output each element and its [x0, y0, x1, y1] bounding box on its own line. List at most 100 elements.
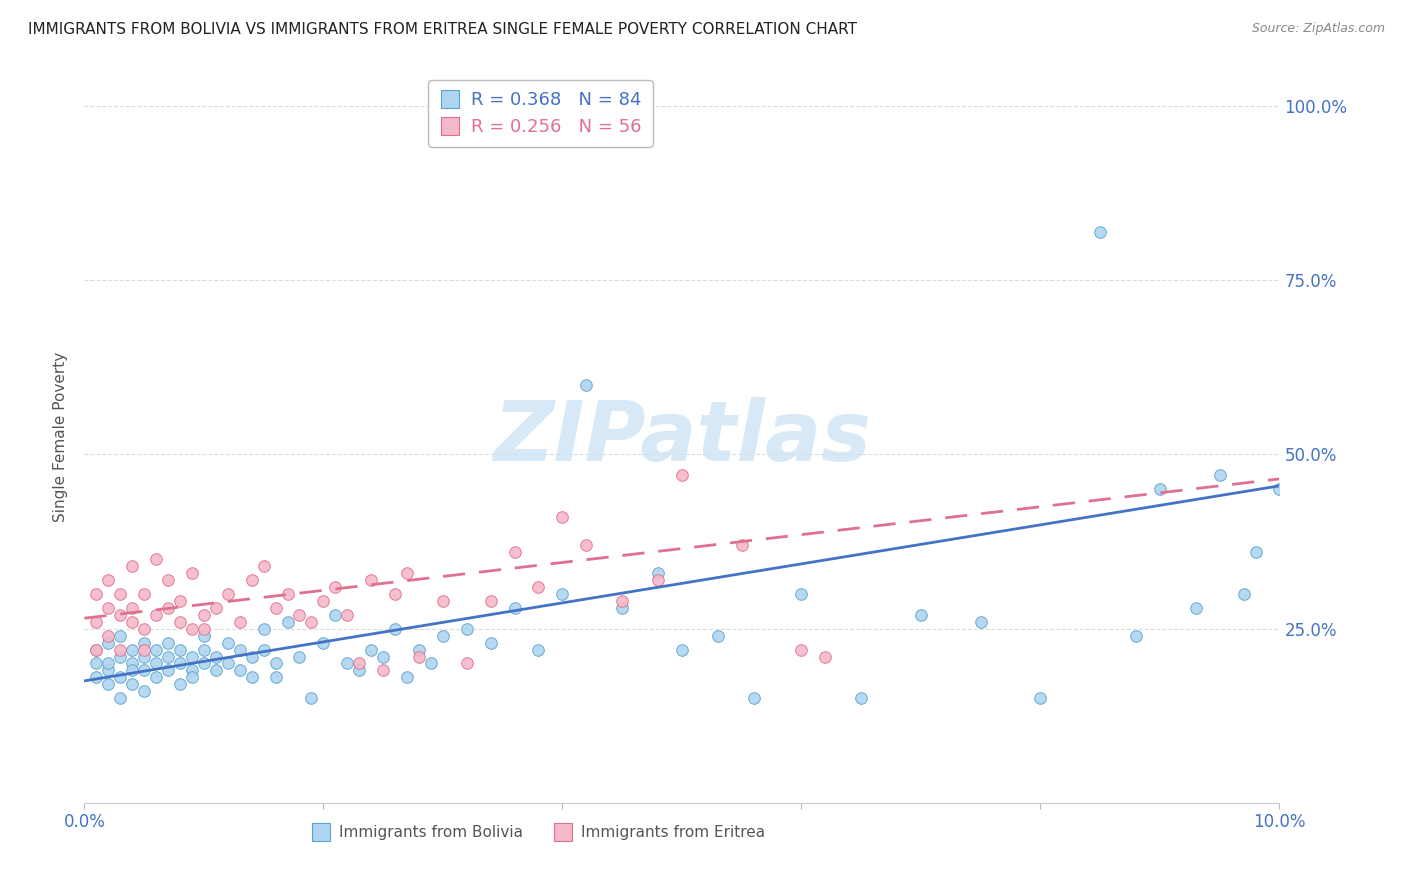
Point	[110, 587, 132, 601]
Point	[1029, 691, 1052, 706]
Point	[110, 629, 132, 643]
Point	[396, 566, 419, 580]
Point	[132, 642, 156, 657]
Point	[121, 677, 143, 691]
Point	[790, 642, 813, 657]
Point	[707, 629, 730, 643]
Point	[240, 573, 263, 587]
Point	[132, 622, 156, 636]
Point	[86, 615, 108, 629]
Point	[97, 635, 120, 649]
Point	[181, 566, 204, 580]
Point	[312, 594, 335, 608]
Point	[121, 642, 143, 657]
Point	[503, 545, 526, 559]
Point	[671, 468, 693, 483]
Point	[647, 566, 669, 580]
Point	[277, 587, 299, 601]
Point	[132, 684, 156, 698]
Point	[575, 377, 598, 392]
Point	[145, 552, 167, 566]
Point	[814, 649, 837, 664]
Point	[277, 615, 299, 629]
Point	[121, 615, 143, 629]
Point	[325, 607, 347, 622]
Point	[157, 664, 180, 678]
Point	[253, 642, 276, 657]
Point	[169, 594, 191, 608]
Point	[205, 649, 228, 664]
Point	[325, 580, 347, 594]
Point	[121, 664, 143, 678]
Point	[110, 670, 132, 684]
Point	[217, 635, 239, 649]
Point	[612, 594, 634, 608]
Point	[384, 587, 406, 601]
Point	[647, 573, 669, 587]
Point	[408, 649, 430, 664]
Point	[132, 635, 156, 649]
Point	[132, 587, 156, 601]
Point	[349, 657, 371, 671]
Point	[193, 622, 215, 636]
Point	[110, 642, 132, 657]
Point	[551, 587, 574, 601]
Point	[193, 657, 215, 671]
Point	[408, 642, 430, 657]
Point	[336, 657, 359, 671]
Point	[97, 664, 120, 678]
Point	[432, 594, 454, 608]
Point	[527, 580, 550, 594]
Point	[240, 649, 263, 664]
Point	[575, 538, 598, 552]
Point	[970, 615, 993, 629]
Text: IMMIGRANTS FROM BOLIVIA VS IMMIGRANTS FROM ERITREA SINGLE FEMALE POVERTY CORRELA: IMMIGRANTS FROM BOLIVIA VS IMMIGRANTS FR…	[28, 22, 858, 37]
Point	[145, 642, 167, 657]
Point	[1125, 629, 1147, 643]
Point	[121, 558, 143, 573]
Point	[336, 607, 359, 622]
Point	[97, 573, 120, 587]
Point	[205, 664, 228, 678]
Point	[479, 594, 502, 608]
Point	[228, 642, 252, 657]
Point	[432, 629, 454, 643]
Point	[181, 664, 204, 678]
Point	[169, 642, 191, 657]
Point	[1090, 225, 1112, 239]
Point	[86, 642, 108, 657]
Point	[193, 642, 215, 657]
Point	[288, 607, 311, 622]
Point	[110, 691, 132, 706]
Point	[384, 622, 406, 636]
Point	[169, 615, 191, 629]
Point	[264, 657, 287, 671]
Point	[86, 657, 108, 671]
Text: ZIPatlas: ZIPatlas	[494, 397, 870, 477]
Point	[181, 649, 204, 664]
Point	[1268, 483, 1291, 497]
Point	[97, 677, 120, 691]
Point	[671, 642, 693, 657]
Point	[479, 635, 502, 649]
Point	[157, 635, 180, 649]
Point	[121, 600, 143, 615]
Point	[790, 587, 813, 601]
Point	[851, 691, 873, 706]
Point	[169, 657, 191, 671]
Point	[612, 600, 634, 615]
Text: Source: ZipAtlas.com: Source: ZipAtlas.com	[1251, 22, 1385, 36]
Point	[86, 670, 108, 684]
Point	[157, 649, 180, 664]
Point	[110, 607, 132, 622]
Point	[456, 622, 478, 636]
Point	[86, 587, 108, 601]
Point	[217, 587, 239, 601]
Point	[456, 657, 478, 671]
Point	[910, 607, 932, 622]
Point	[503, 600, 526, 615]
Point	[86, 642, 108, 657]
Point	[97, 629, 120, 643]
Point	[312, 635, 335, 649]
Point	[97, 600, 120, 615]
